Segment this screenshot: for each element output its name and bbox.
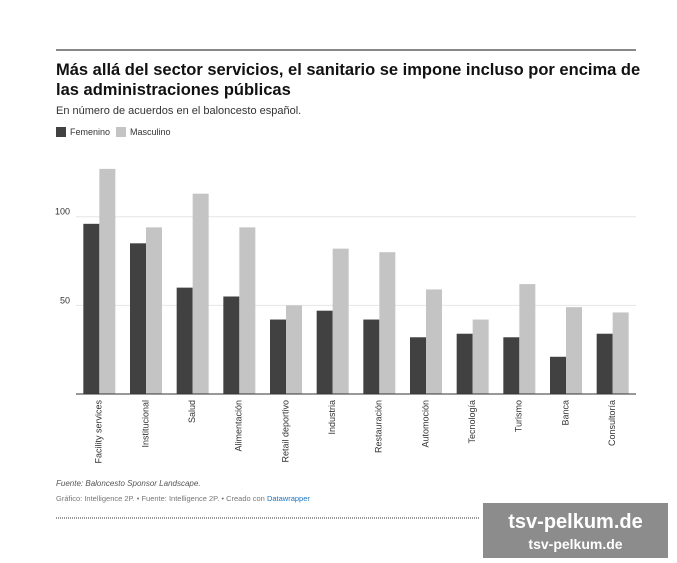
bar (503, 337, 520, 394)
bar (192, 193, 209, 394)
bar (83, 223, 100, 394)
bar (316, 310, 333, 394)
legend-label: Femenino (70, 127, 111, 137)
bar (146, 227, 162, 394)
legend-swatch (56, 127, 66, 137)
x-tick-label: Alimentación (234, 400, 244, 452)
x-tick-label: Industria (327, 400, 337, 435)
x-tick-label: Facility services (94, 400, 104, 464)
bar (550, 356, 566, 394)
bar (239, 227, 256, 394)
bar (332, 248, 349, 394)
bar (456, 333, 473, 394)
x-tick-label: Restauración (374, 400, 384, 453)
source: Fuente: Baloncesto Sponsor Landscape. (56, 479, 201, 488)
y-tick-label: 50 (60, 295, 70, 305)
chart-title: Más allá del sector servicios, el sanita… (56, 61, 641, 99)
bar (379, 252, 396, 394)
bar (286, 305, 302, 394)
x-tick-label: Tecnología (467, 400, 477, 444)
legend-label: Masculino (130, 127, 171, 137)
legend-swatch (116, 127, 126, 137)
credit-text: Gráfico: Intelligence 2P. • Fuente: Inte… (56, 494, 265, 503)
subtitle: En número de acuerdos en el baloncesto e… (56, 105, 302, 117)
y-tick-label: 100 (55, 207, 70, 217)
legend-item: Masculino (116, 127, 171, 137)
x-tick-label: Retail deportivo (280, 400, 290, 463)
bar (130, 243, 146, 394)
watermark-text: tsv-pelkum.de (508, 511, 643, 533)
bar (596, 333, 613, 394)
bar (176, 287, 193, 394)
x-tick-label: Turismo (514, 400, 524, 432)
watermark: tsv-pelkum.de tsv-pelkum.de (483, 503, 668, 558)
bar (223, 296, 240, 394)
x-tick-label: Institucional (140, 400, 150, 448)
x-tick-label: Automoción (420, 400, 430, 448)
credit-link[interactable]: Datawrapper (266, 494, 310, 503)
watermark-text: tsv-pelkum.de (528, 536, 623, 552)
x-tick-label: Consultoría (607, 400, 617, 446)
bar (270, 319, 286, 394)
x-tick-label: Salud (187, 400, 197, 423)
bar (472, 319, 489, 394)
x-tick-label: Banca (560, 400, 570, 426)
bar (612, 312, 629, 394)
bar (363, 319, 380, 394)
legend-item: Femenino (56, 127, 110, 137)
bar (99, 168, 116, 394)
bar (519, 284, 536, 394)
bar (566, 307, 582, 394)
bar (410, 337, 426, 394)
credit: Gráfico: Intelligence 2P. • Fuente: Inte… (56, 494, 310, 503)
bar (426, 289, 442, 394)
